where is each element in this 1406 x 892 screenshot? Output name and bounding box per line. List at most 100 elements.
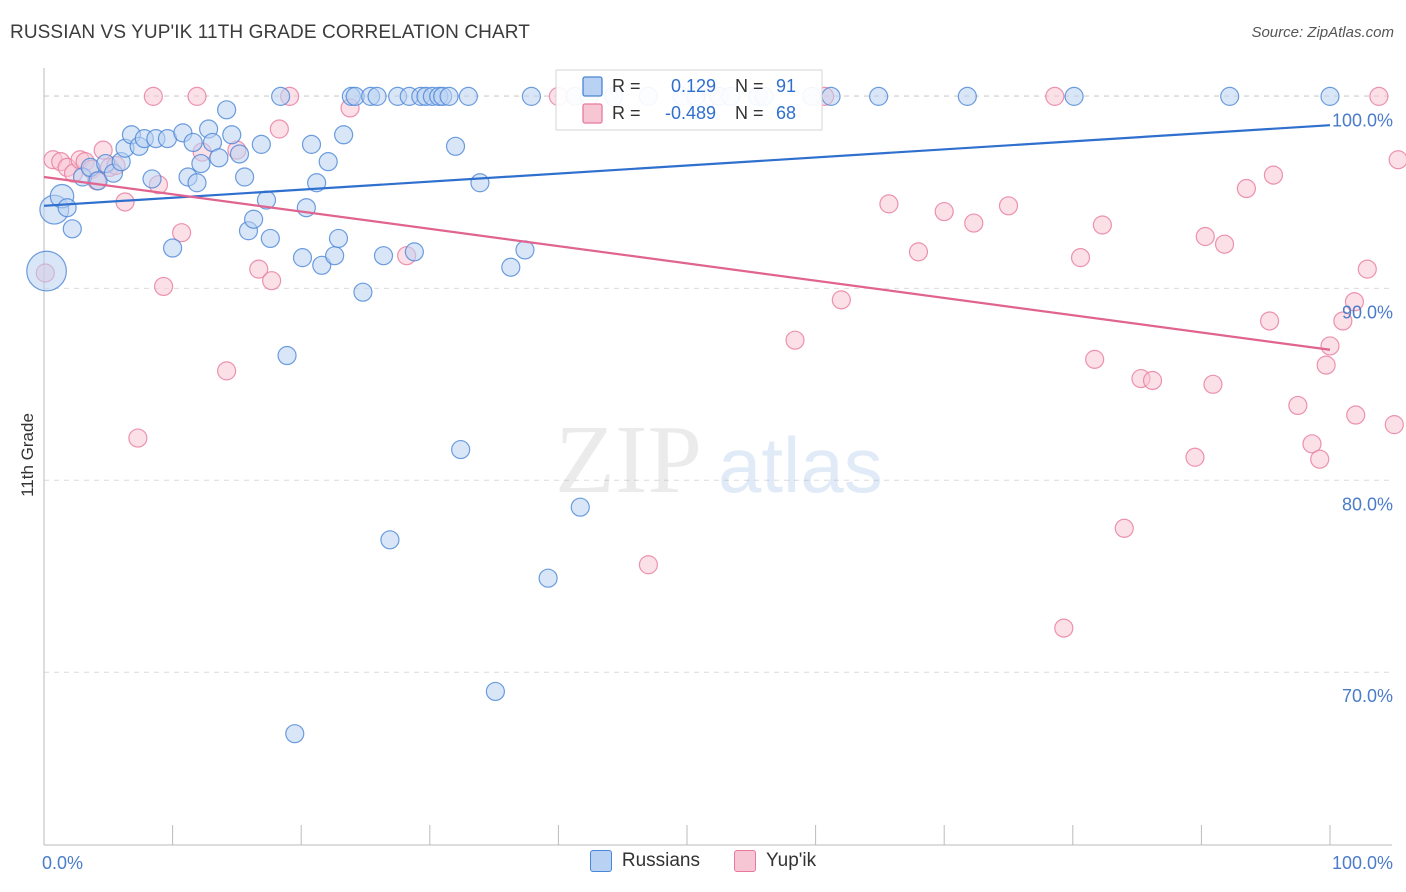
russians-point-32 bbox=[244, 209, 264, 229]
russians-point-70 bbox=[515, 240, 535, 260]
yupik-point-36 bbox=[934, 201, 954, 222]
stats-r-label-0: R = bbox=[612, 76, 641, 96]
watermark-atlas: atlas bbox=[718, 421, 883, 509]
russians-point-30 bbox=[235, 167, 255, 187]
yupik-point-13 bbox=[128, 428, 148, 448]
stats-r-value-0: 0.129 bbox=[671, 76, 716, 96]
yupik-point-52 bbox=[1259, 311, 1280, 331]
source-credit: Source: ZipAtlas.com bbox=[1251, 24, 1394, 41]
yupik-point-64 bbox=[1384, 415, 1404, 435]
russians-point-74 bbox=[570, 497, 590, 517]
russians-point-44 bbox=[318, 152, 338, 172]
russians-point-65 bbox=[451, 439, 471, 460]
yupik-point-49 bbox=[1203, 374, 1223, 394]
russians-point-42 bbox=[307, 173, 327, 193]
russians-point-54 bbox=[380, 530, 400, 550]
stats-n-label-0: N = bbox=[735, 76, 764, 96]
y-tick-label-80: 80.0% bbox=[1342, 494, 1393, 514]
yupik-point-63 bbox=[1369, 86, 1389, 106]
russians-point-64 bbox=[445, 136, 466, 156]
stats-n-label-1: N = bbox=[735, 103, 764, 123]
yupik-point-23 bbox=[262, 271, 282, 291]
russians-point-41 bbox=[301, 134, 322, 154]
yupik-point-44 bbox=[1114, 518, 1134, 538]
stats-swatch-0 bbox=[582, 76, 603, 97]
russians-point-4 bbox=[62, 219, 82, 239]
yupik-point-31 bbox=[785, 330, 805, 350]
yupik-point-41 bbox=[1070, 248, 1091, 268]
russians-point-47 bbox=[334, 125, 354, 145]
russians-point-67 bbox=[470, 173, 490, 193]
yupik-point-42 bbox=[1085, 349, 1105, 369]
russians-point-35 bbox=[260, 228, 280, 249]
x-tick-label-100: 100.0% bbox=[1332, 853, 1393, 873]
russians-point-45 bbox=[325, 246, 345, 266]
russians-point-0 bbox=[26, 250, 67, 292]
yupik-point-39 bbox=[1045, 86, 1065, 106]
yupik-point-54 bbox=[1288, 395, 1308, 416]
russians-point-33 bbox=[251, 134, 271, 154]
yupik-point-20 bbox=[217, 361, 237, 381]
watermark: ZIP atlas bbox=[555, 406, 883, 514]
yupik-point-18 bbox=[187, 86, 207, 106]
russians-point-57 bbox=[404, 242, 424, 262]
yupik-point-46 bbox=[1142, 370, 1163, 391]
russians-trend-line bbox=[43, 124, 1331, 207]
yupik-point-65 bbox=[1388, 150, 1406, 170]
russians-point-69 bbox=[501, 257, 521, 277]
legend: Russians Yup'ik bbox=[0, 850, 1406, 872]
yupik-point-47 bbox=[1185, 447, 1205, 467]
yupik-trend-line bbox=[43, 175, 1331, 351]
russians-point-66 bbox=[458, 86, 478, 106]
russians-point-86 bbox=[869, 86, 889, 106]
russians-point-22 bbox=[187, 173, 207, 193]
legend-swatch-yupik bbox=[734, 850, 757, 872]
russians-point-43 bbox=[312, 255, 332, 275]
russians-point-23 bbox=[191, 153, 211, 174]
yupik-point-55 bbox=[1302, 434, 1322, 454]
legend-item-yupik: Yup'ik bbox=[734, 850, 816, 872]
yupik-point-29 bbox=[638, 555, 659, 575]
yupik-point-58 bbox=[1320, 336, 1340, 356]
russians-point-72 bbox=[538, 568, 558, 588]
yupik-point-62 bbox=[1357, 259, 1377, 279]
yupik-point-51 bbox=[1236, 178, 1257, 199]
tick-labels: 70.0% 80.0% 90.0% 100.0% 0.0% 100.0% bbox=[42, 110, 1393, 873]
russians-point-46 bbox=[328, 228, 349, 249]
yupik-point-22 bbox=[249, 259, 269, 279]
russians-point-90 bbox=[1320, 86, 1340, 106]
russians-point-50 bbox=[353, 282, 373, 302]
yupik-point-33 bbox=[831, 290, 851, 310]
x-tick-label-0: 0.0% bbox=[42, 853, 83, 873]
russians-point-29 bbox=[229, 144, 250, 164]
russians-point-37 bbox=[277, 345, 297, 366]
stats-legend-box: R = 0.129 N = 91 R = -0.489 N = 68 bbox=[555, 69, 823, 131]
russians-point-15 bbox=[142, 169, 162, 189]
russians-point-21 bbox=[183, 132, 203, 153]
yupik-point-40 bbox=[1054, 618, 1074, 638]
y-tick-label-100: 100.0% bbox=[1332, 110, 1393, 130]
stats-r-label-1: R = bbox=[612, 103, 641, 123]
yupik-point-17 bbox=[172, 223, 192, 243]
russians-point-28 bbox=[222, 125, 242, 145]
stats-n-value-0: 91 bbox=[776, 76, 796, 96]
axes bbox=[43, 68, 1392, 846]
russians-point-39 bbox=[292, 248, 313, 268]
yupik-point-38 bbox=[998, 196, 1019, 216]
stats-r-value-1: -0.489 bbox=[665, 103, 716, 123]
yupik-point-16 bbox=[153, 276, 174, 297]
stats-n-value-1: 68 bbox=[776, 103, 796, 123]
yupik-point-43 bbox=[1092, 215, 1112, 235]
yupik-point-24 bbox=[269, 119, 289, 139]
trend-lines bbox=[43, 124, 1331, 351]
yupik-point-56 bbox=[1310, 449, 1330, 469]
yupik-point-59 bbox=[1333, 311, 1353, 331]
yupik-point-60 bbox=[1344, 292, 1365, 312]
y-tick-label-70: 70.0% bbox=[1342, 686, 1393, 706]
legend-item-russians: Russians bbox=[589, 850, 700, 872]
yupik-point-57 bbox=[1316, 355, 1336, 375]
stats-swatch-1 bbox=[582, 103, 603, 124]
yupik-point-50 bbox=[1214, 234, 1235, 254]
legend-swatch-russians bbox=[589, 850, 612, 872]
